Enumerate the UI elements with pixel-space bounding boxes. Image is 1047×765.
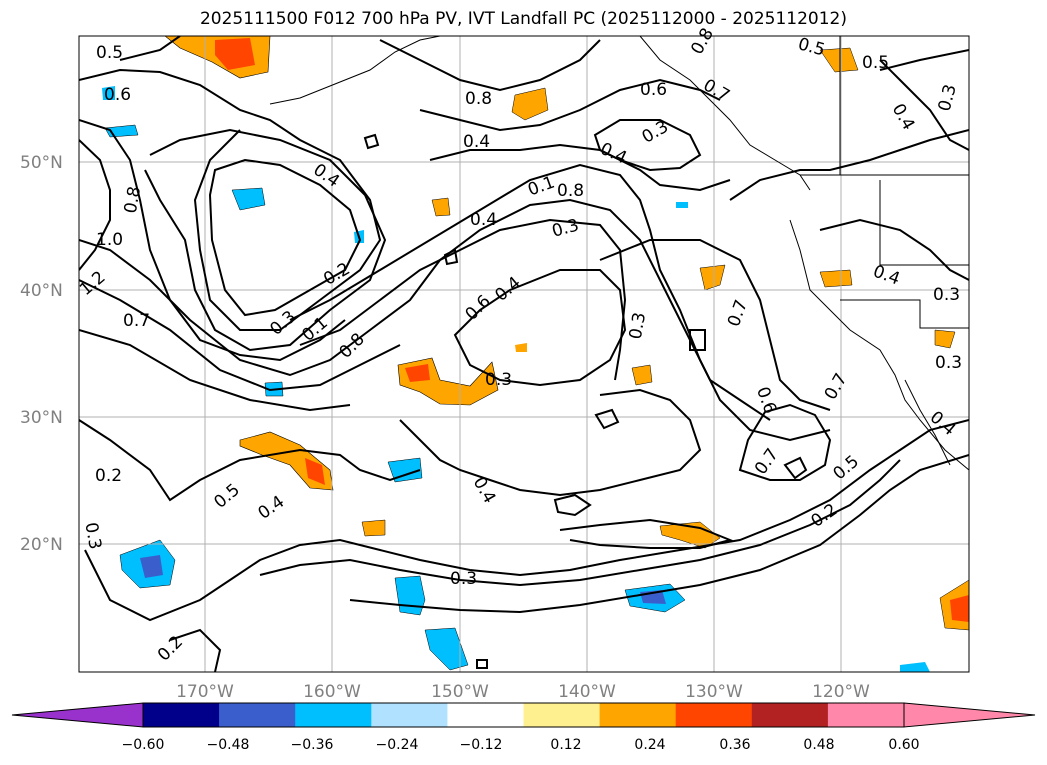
colorbar-bin xyxy=(599,703,677,727)
plot-title: 2025111500 F012 700 hPa PV, IVT Landfall… xyxy=(199,9,847,29)
contour-label: 0.3 xyxy=(933,285,960,305)
colorbar-tick-label: 0.60 xyxy=(888,737,919,753)
lat-label-40n: 40°N xyxy=(20,281,63,301)
lat-label-20n: 20°N xyxy=(20,535,63,555)
lat-label-30n: 30°N xyxy=(20,408,63,428)
contour-label: 0.4 xyxy=(463,132,490,152)
contour-label: 0.7 xyxy=(123,311,150,331)
contour-label: 0.8 xyxy=(557,181,584,201)
lon-label-120w: 120°W xyxy=(812,682,870,702)
lon-label-160w: 160°W xyxy=(303,682,361,702)
colorbar-bin xyxy=(219,703,296,727)
contour-label: 0.6 xyxy=(640,80,667,100)
colorbar-tick-label: 0.12 xyxy=(550,737,581,753)
contour-label: 0.6 xyxy=(104,85,131,105)
colorbar-under-arrow xyxy=(11,702,144,728)
colorbar-tick-label: −0.24 xyxy=(376,737,419,753)
contour-label: 0.3 xyxy=(450,569,477,589)
gridlines xyxy=(79,36,969,672)
lon-label-150w: 150°W xyxy=(431,682,489,702)
contour-label: 0.3 xyxy=(80,521,104,551)
colorbar-tick-label: 0.24 xyxy=(634,737,665,753)
colorbar-tick-label: −0.12 xyxy=(460,737,503,753)
colorbar-bins xyxy=(143,703,905,727)
contour-label: 1.0 xyxy=(96,230,123,250)
colorbar-bin xyxy=(371,703,448,727)
colorbar-bin xyxy=(447,703,524,727)
lon-label-130w: 130°W xyxy=(685,682,743,702)
colorbar-bin xyxy=(827,703,905,727)
pv-contours xyxy=(79,36,969,672)
contour-label: 0.5 xyxy=(96,43,123,63)
colorbar-ticks: −0.60 −0.48 −0.36 −0.24 −0.12 0.12 0.24 … xyxy=(122,737,920,753)
contour-label: 0.8 xyxy=(121,185,145,215)
pv-shading xyxy=(102,36,969,672)
coastlines xyxy=(269,36,969,471)
contour-label: 0.4 xyxy=(470,210,497,230)
colorbar: −0.60 −0.48 −0.36 −0.24 −0.12 0.12 0.24 … xyxy=(11,702,1036,753)
colorbar-bin xyxy=(143,703,220,727)
lat-labels: 50°N 40°N 30°N 20°N xyxy=(20,153,63,555)
colorbar-bin xyxy=(523,703,601,727)
contour-label: 0.2 xyxy=(95,466,122,486)
map-area xyxy=(79,36,969,672)
lon-label-140w: 140°W xyxy=(558,682,616,702)
contour-label: 0.8 xyxy=(465,89,492,109)
contour-label: 0.3 xyxy=(935,353,962,373)
colorbar-tick-label: −0.60 xyxy=(122,737,165,753)
colorbar-tick-label: 0.36 xyxy=(719,737,750,753)
colorbar-tick-label: 0.48 xyxy=(803,737,834,753)
colorbar-tick-label: −0.48 xyxy=(207,737,250,753)
map-border xyxy=(78,35,970,673)
colorbar-frame xyxy=(142,702,905,728)
contour-label: 0.3 xyxy=(626,311,650,341)
lon-labels: 170°W 160°W 150°W 140°W 130°W 120°W xyxy=(176,682,870,702)
colorbar-bin xyxy=(675,703,753,727)
colorbar-bin xyxy=(295,703,372,727)
colorbar-over-arrow xyxy=(903,702,1036,728)
contour-label: 0.5 xyxy=(862,53,889,73)
lon-label-170w: 170°W xyxy=(176,682,234,702)
colorbar-tick-label: −0.36 xyxy=(291,737,334,753)
colorbar-bin xyxy=(751,703,829,727)
contour-label: 0.3 xyxy=(485,370,512,390)
lat-label-50n: 50°N xyxy=(20,153,63,173)
